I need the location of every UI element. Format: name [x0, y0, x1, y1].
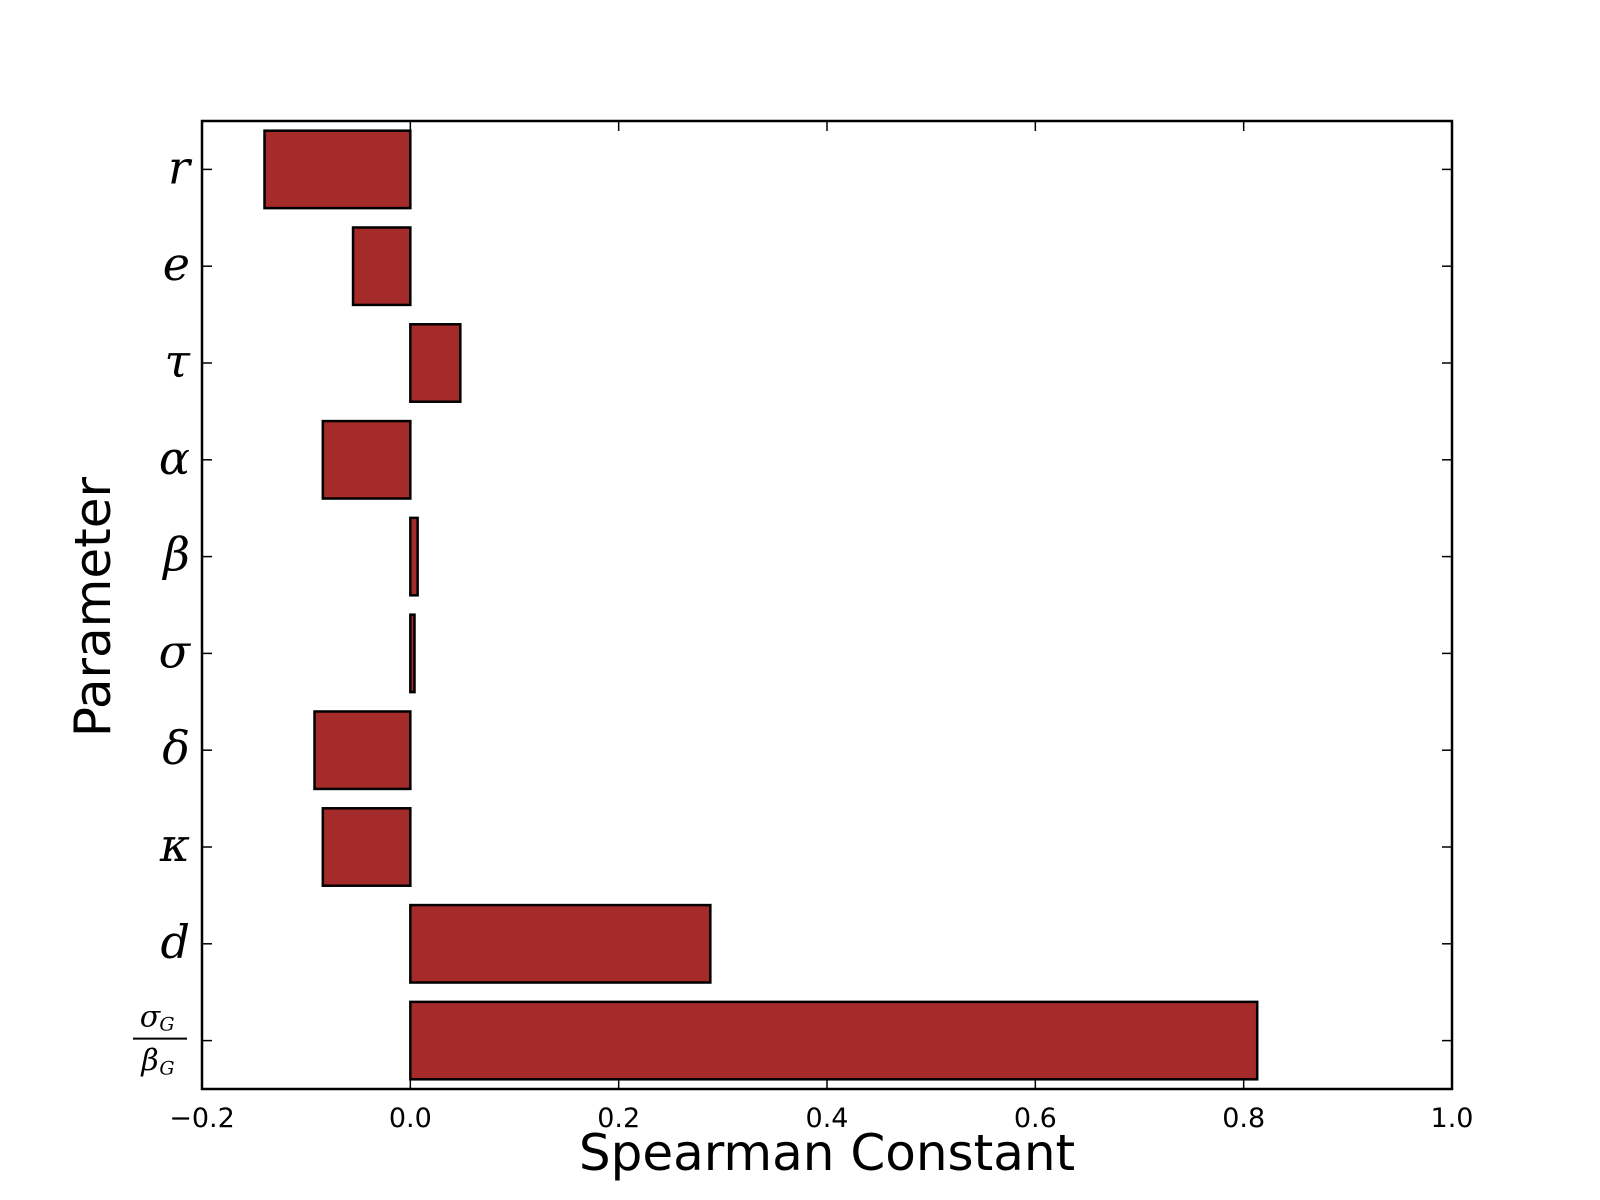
- y-axis-title: Parameter: [64, 476, 122, 737]
- bar-8: [409, 903, 712, 984]
- bar-5: [409, 613, 416, 694]
- y-tick-label-3: α: [159, 431, 190, 485]
- x-tick-label-1: 0.0: [389, 1103, 432, 1134]
- fraction-denominator-sub: G: [159, 1058, 174, 1080]
- bar-9: [409, 1000, 1259, 1081]
- bar-3: [321, 419, 412, 500]
- y-tick-label-4: β: [161, 528, 190, 582]
- bar-6: [313, 710, 412, 791]
- y-tick-label-2: τ: [165, 334, 192, 388]
- y-tick-label-1: e: [163, 237, 190, 291]
- y-tick-label-7: κ: [159, 818, 190, 872]
- bar-0: [263, 129, 412, 210]
- x-axis-title: Spearman Constant: [579, 1124, 1075, 1182]
- fraction-numerator-sub: G: [159, 1014, 174, 1036]
- x-tick-label-4: 0.6: [1014, 1103, 1057, 1134]
- x-tick-label-3: 0.4: [806, 1103, 849, 1134]
- y-tick-label-6: δ: [162, 721, 190, 775]
- x-tick-label-0: −0.2: [169, 1103, 235, 1134]
- x-tick-label-5: 0.8: [1222, 1103, 1265, 1134]
- bars-layer: [263, 129, 1259, 1081]
- x-tick-label-2: 0.2: [597, 1103, 640, 1134]
- y-tick-label-9: σ Gβ G: [133, 1000, 187, 1080]
- fraction-numerator: σ: [140, 1000, 162, 1035]
- bar-1: [351, 226, 412, 307]
- fraction-denominator: β: [140, 1044, 158, 1079]
- x-tick-label-6: 1.0: [1431, 1103, 1474, 1134]
- bar-7: [321, 807, 412, 887]
- bar-2: [409, 323, 462, 403]
- y-tick-label-5: σ: [159, 624, 192, 678]
- y-tick-label-8: d: [161, 915, 190, 969]
- plot-frame: [200, 119, 1454, 1091]
- bar-4: [409, 516, 419, 597]
- y-tick-label-0: r: [168, 140, 193, 194]
